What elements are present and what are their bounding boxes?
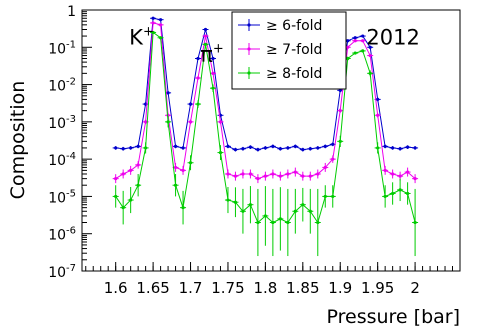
series-line [115,22,416,180]
x-axis: 1.6 1.65 1.7 1.75 1.8 1.85 1.9 1.95 2 [85,262,454,297]
x-tick-label: 1.7 [179,279,203,297]
y-tick-label: 10-3 [48,114,76,132]
legend-label: ≥ 7-fold [266,42,322,58]
x-tick-label: 1.6 [104,279,128,297]
annotation-label: π+ [200,41,224,66]
legend-label: ≥ 6-fold [266,18,322,34]
annotation-label: K+ [129,24,154,49]
x-tick-label: 1.75 [211,279,244,297]
legend: ≥ 6-fold ≥ 7-fold ≥ 8-fold [231,11,347,90]
y-tick-label: 10-6 [48,226,76,244]
legend-marker [247,23,251,27]
series-8-fold [112,30,419,257]
y-tick-label: 10-5 [48,188,76,206]
y-axis-label: Composition [7,81,29,200]
x-tick-label: 1.95 [361,279,394,297]
series-layer [112,16,419,257]
legend-marker [247,47,251,51]
y-tick-label: 10-7 [48,263,76,281]
data-point [114,146,118,150]
x-tick-label: 1.8 [253,279,277,297]
x-tick-label: 1.9 [328,279,352,297]
y-tick-label: 10-2 [48,77,76,95]
x-axis-label: Pressure [bar] [326,306,460,328]
series-6-fold [112,16,419,152]
y-tick-label: 10-1 [48,39,76,57]
y-tick-label: 10-4 [48,151,76,169]
y-axis: 10-7 10-6 10-5 10-4 10-3 10-2 10-1 1 [48,4,92,281]
x-tick-label: 2 [410,279,420,297]
plot-frame [81,9,461,272]
annotation-label: 2012 [366,25,419,49]
y-tick-label: 1 [67,4,76,20]
series-7-fold [112,21,419,184]
legend-marker [247,71,251,75]
series-line [115,17,416,151]
x-tick-label: 1.85 [286,279,319,297]
legend-label: ≥ 8-fold [266,66,322,82]
series-line [115,31,416,224]
x-tick-label: 1.65 [136,279,169,297]
